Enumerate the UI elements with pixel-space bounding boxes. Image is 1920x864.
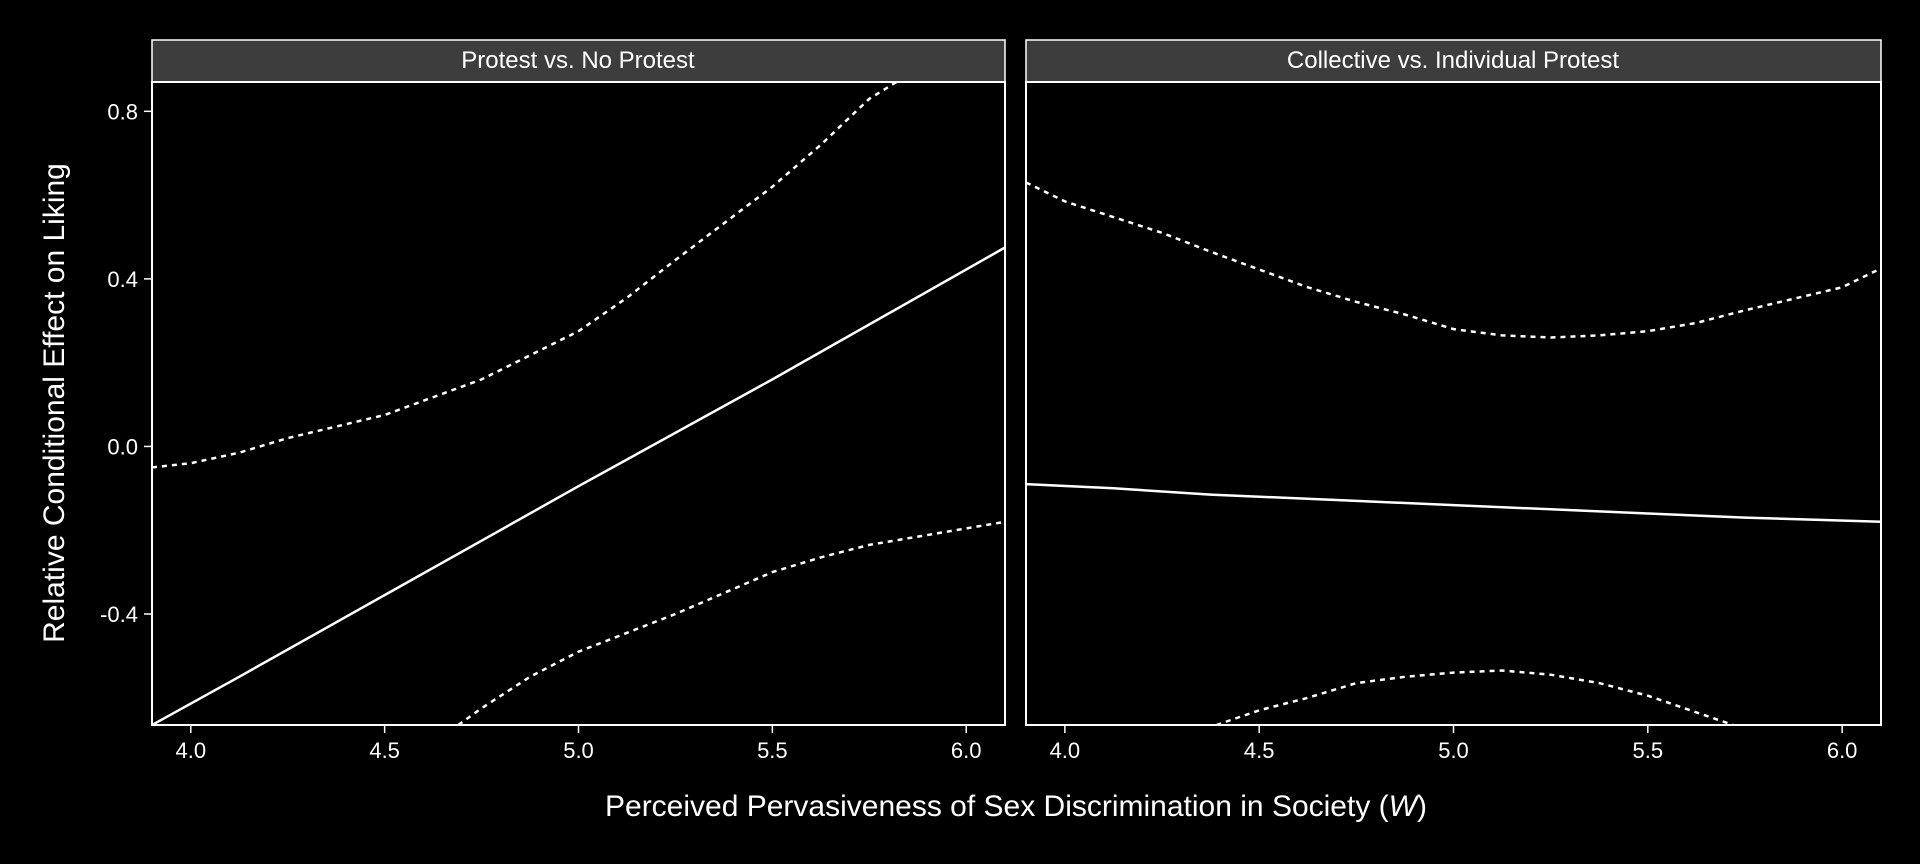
- x-tick-label: 4.0: [175, 738, 206, 763]
- panel-strip: [151, 39, 1006, 83]
- series-upper-ci-line: [152, 82, 898, 469]
- x-tick-label: 5.0: [1438, 738, 1469, 763]
- y-axis-title: Relative Conditional Effect on Liking: [38, 163, 71, 643]
- x-axis-title: Perceived Pervasiveness of Sex Discrimin…: [605, 790, 1427, 823]
- y-tick-label: 0.8: [107, 99, 138, 124]
- y-tick-label: -0.4: [100, 602, 138, 627]
- panel-title: Collective vs. Individual Protest: [1287, 47, 1619, 74]
- series-upper-ci-line: [1026, 181, 1881, 339]
- x-tick-label: 4.5: [369, 738, 400, 763]
- y-tick-label: 0.4: [107, 267, 138, 292]
- x-tick-label: 5.5: [757, 738, 788, 763]
- panel-protest-vs-no-protest: Protest vs. No Protest 4.0 4.5 5.0 5.5 6.0 0…: [100, 39, 1006, 763]
- x-axis-title-text: Perceived Pervasiveness of Sex Discrimin…: [605, 790, 1389, 823]
- x-axis-title-close: ): [1417, 790, 1427, 823]
- panel-collective-vs-individual-protest: Collective vs. Individual Protest 4.0 4.5…: [1025, 39, 1882, 763]
- plot-area: [151, 81, 1006, 726]
- plot-area: [1025, 81, 1882, 726]
- x-tick-label: 4.0: [1050, 738, 1081, 763]
- x-tick-label: 5.5: [1633, 738, 1664, 763]
- x-tick-label: 6.0: [1827, 738, 1858, 763]
- series-lower-ci-line: [457, 520, 1005, 725]
- panel-title: Protest vs. No Protest: [461, 47, 695, 74]
- x-tick-label: 5.0: [563, 738, 594, 763]
- series-estimate-line: [152, 246, 1005, 725]
- series-lower-ci-line: [1215, 669, 1734, 725]
- x-tick-label: 6.0: [951, 738, 982, 763]
- y-tick-label: 0.0: [107, 434, 138, 459]
- x-axis-title-variable: W: [1389, 790, 1420, 823]
- x-tick-label: 4.5: [1244, 738, 1275, 763]
- series-group: [152, 82, 1005, 725]
- series-group: [1026, 181, 1881, 725]
- y-axis: 0.8 0.4 0.0 -0.4: [100, 99, 152, 627]
- x-axis: 4.0 4.5 5.0 5.5 6.0: [175, 725, 982, 763]
- x-axis: 4.0 4.5 5.0 5.5 6.0: [1050, 725, 1858, 763]
- series-estimate-line: [1026, 482, 1881, 524]
